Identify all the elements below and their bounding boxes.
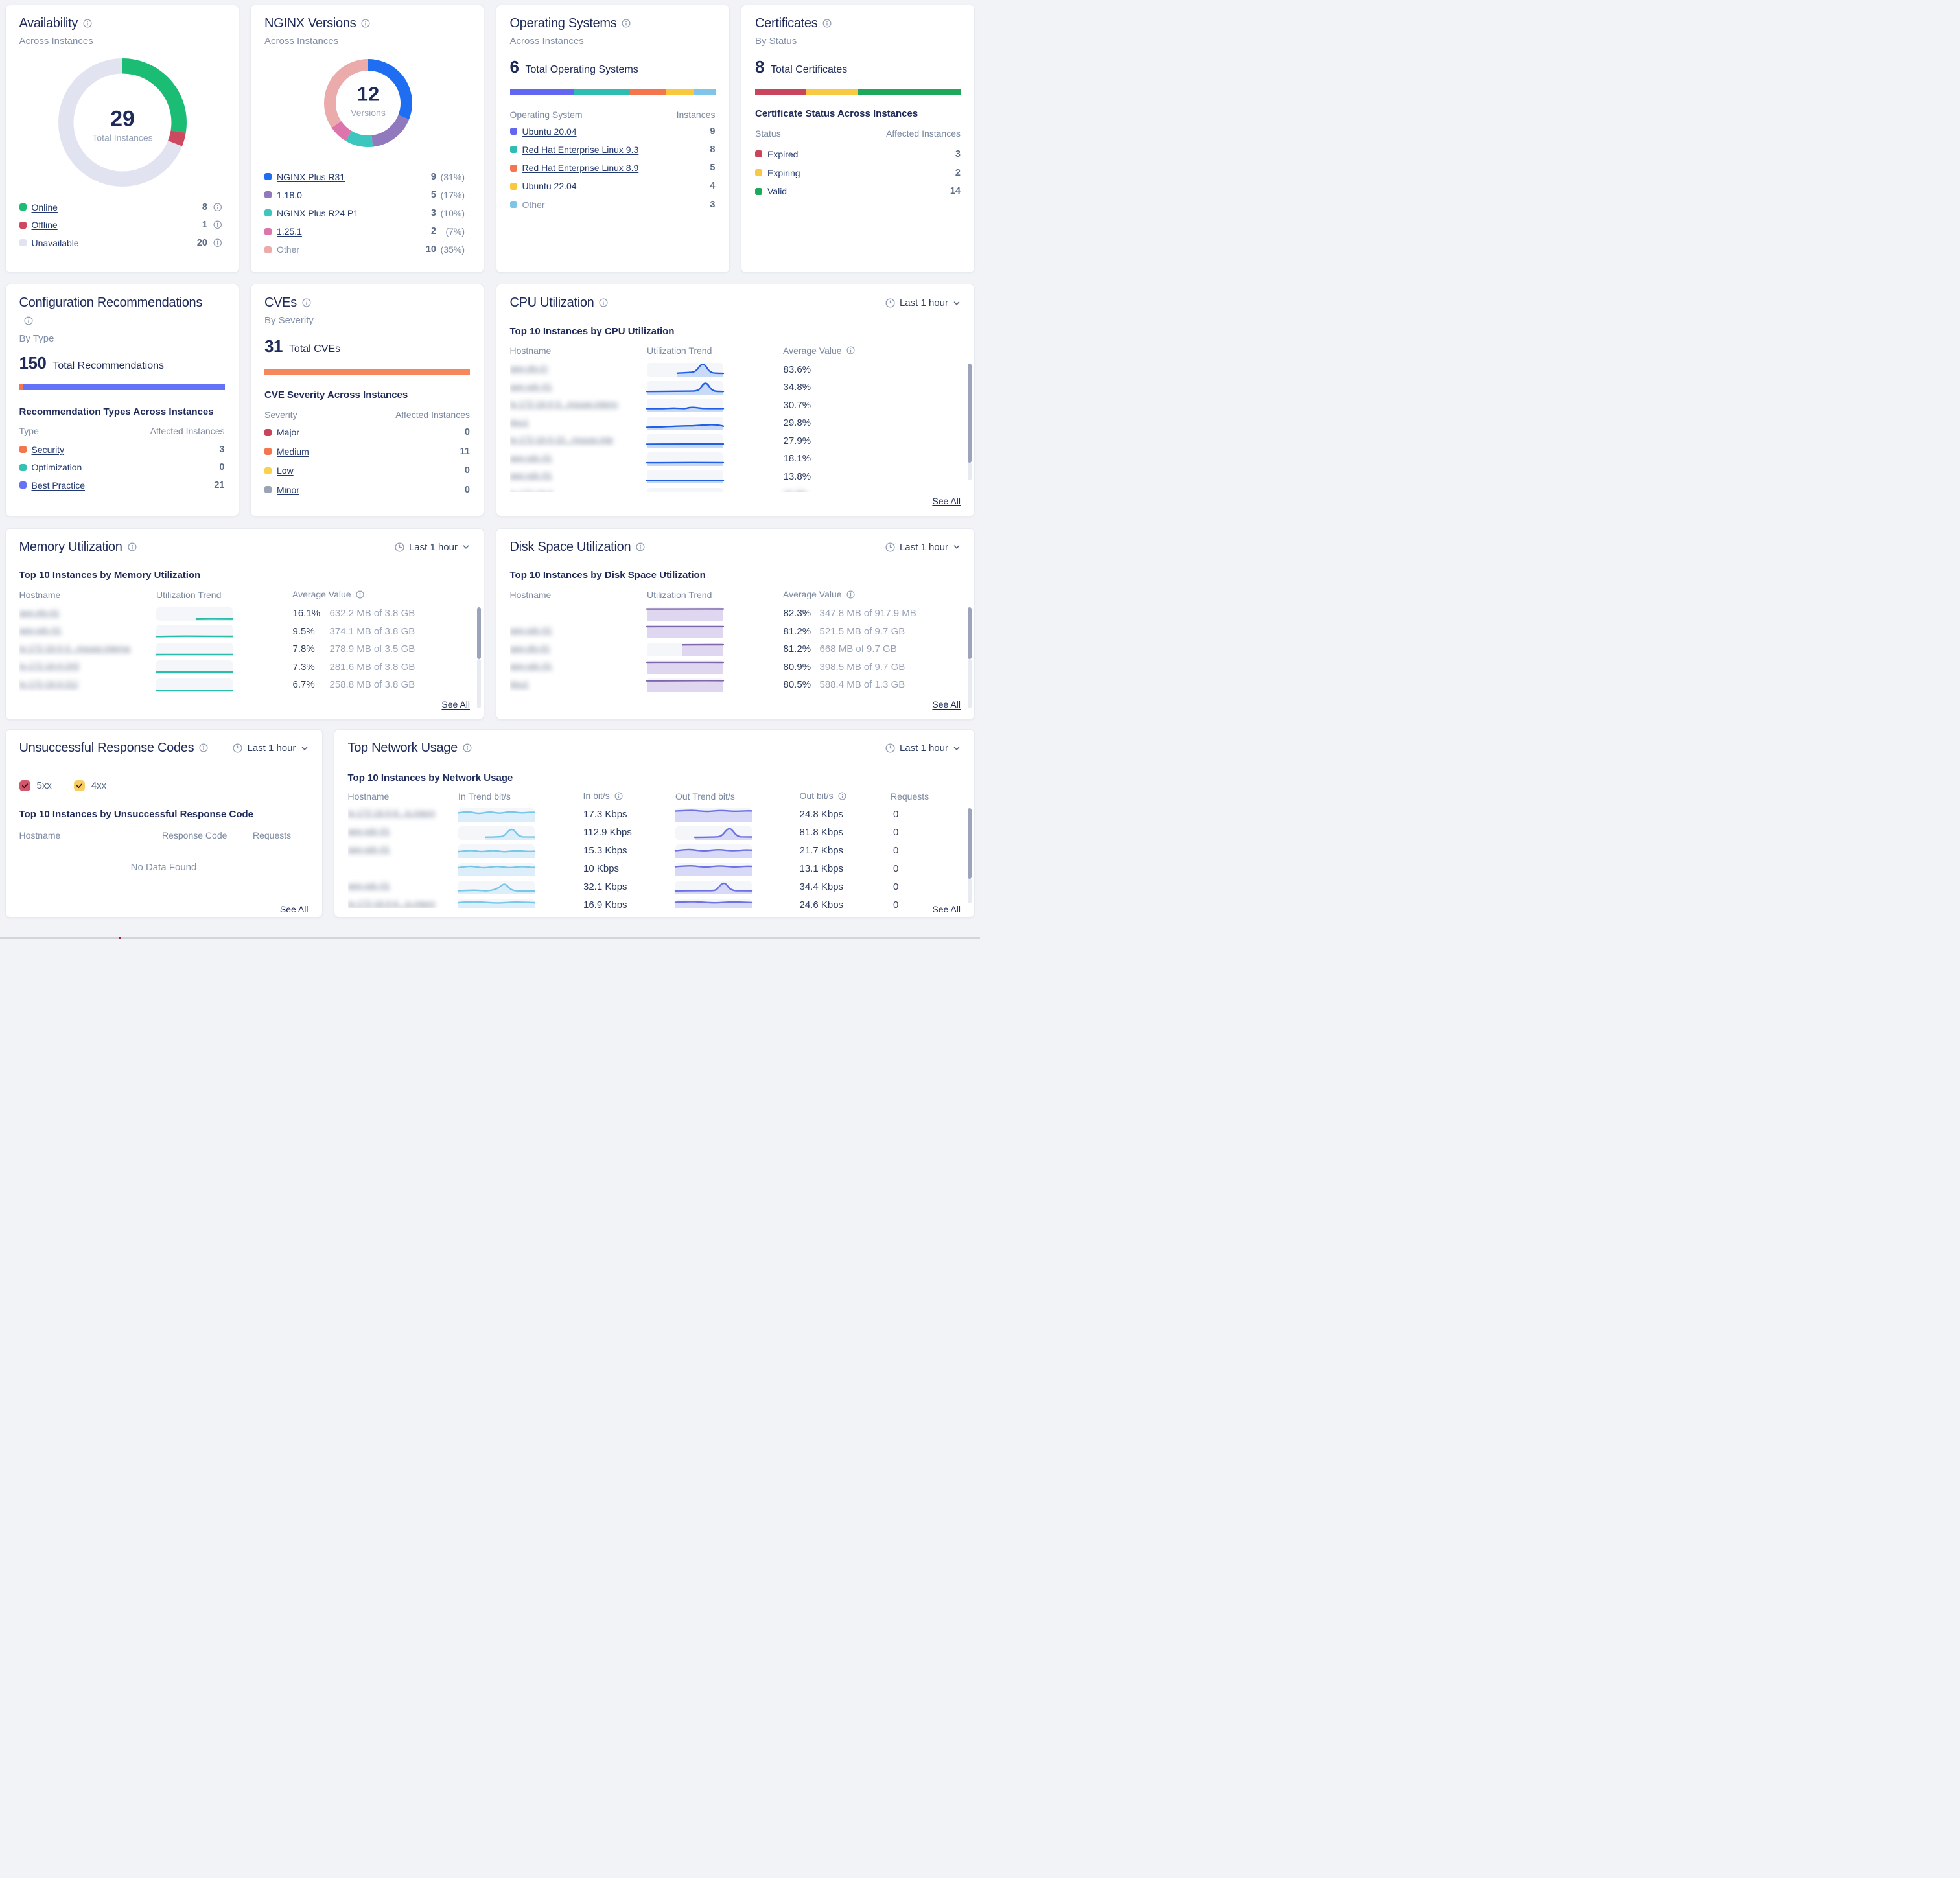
svg-text:29: 29 xyxy=(110,107,135,132)
svg-text:Total Instances: Total Instances xyxy=(92,133,152,143)
svg-text:12: 12 xyxy=(356,83,379,106)
svg-text:Versions: Versions xyxy=(351,108,386,118)
